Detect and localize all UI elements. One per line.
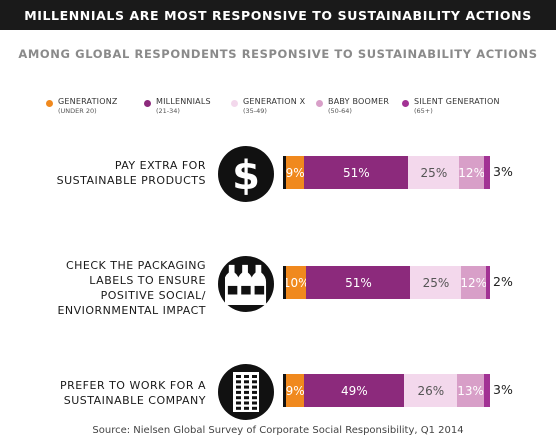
- bottles-icon: [218, 256, 274, 312]
- bar-edge: [283, 266, 286, 299]
- bar-segment-generation-z: 9%: [286, 374, 305, 407]
- stacked-bar: 10% 51% 25% 12%: [283, 266, 490, 299]
- data-label-silent-generation: 2%: [493, 274, 513, 289]
- data-label: 25%: [420, 165, 448, 180]
- data-label: 12%: [459, 165, 484, 180]
- svg-text:$: $: [232, 153, 260, 196]
- legend-swatch: [231, 100, 238, 107]
- data-label: 13%: [457, 383, 484, 398]
- bar-segment-baby-boomer: 12%: [461, 266, 486, 299]
- category-label: PREFER TO WORK FOR A SUSTAINABLE COMPANY: [59, 379, 206, 407]
- chart-row: CHECK THE PACKAGING LABELS TO ENSURE POS…: [0, 0, 556, 317]
- data-label: 26%: [417, 383, 445, 398]
- building-icon: [218, 364, 274, 420]
- bar-segment-generation-x: 25%: [410, 266, 462, 299]
- data-label: 12%: [461, 275, 486, 290]
- legend-label: GENERATION X: [243, 97, 306, 106]
- dollar-icon: $: [218, 146, 274, 202]
- bar-segment-silent-generation: [483, 374, 490, 407]
- data-label-silent-generation: 3%: [493, 164, 513, 179]
- data-label: 25%: [422, 275, 450, 290]
- legend-age-range: (UNDER 20): [58, 107, 97, 115]
- chart-row: PREFER TO WORK FOR A SUSTAINABLE COMPANY…: [0, 0, 556, 420]
- bar-segment-millennials: 49%: [304, 374, 405, 407]
- bar-segment-silent-generation: [483, 156, 490, 189]
- chart-title: MILLENNIALS ARE MOST RESPONSIVE TO SUSTA…: [24, 7, 532, 23]
- stacked-bar: 9% 49% 26% 13%: [283, 374, 490, 407]
- data-label: 9%: [286, 383, 305, 398]
- bar-segment-baby-boomer: 13%: [457, 374, 484, 407]
- legend-swatch: [316, 100, 323, 107]
- legend-age-range: (50-64): [328, 107, 352, 115]
- bar-segment-generation-z: 9%: [286, 156, 305, 189]
- bar-segment-baby-boomer: 12%: [459, 156, 484, 189]
- bar-segment-silent-generation: [485, 266, 490, 299]
- category-label: PAY EXTRA FOR SUSTAINABLE PRODUCTS: [56, 159, 206, 187]
- bar-segment-generation-x: 26%: [404, 374, 458, 407]
- data-label: 51%: [343, 165, 370, 180]
- legend-swatch: [144, 100, 151, 107]
- legend-swatch: [46, 100, 53, 107]
- bar-segment-millennials: 51%: [304, 156, 409, 189]
- chart-title-bar: MILLENNIALS ARE MOST RESPONSIVE TO SUSTA…: [0, 0, 556, 30]
- legend-label: MILLENNIALS: [156, 97, 211, 106]
- legend-swatch: [402, 100, 409, 107]
- category-label: CHECK THE PACKAGING LABELS TO ENSURE POS…: [57, 259, 206, 317]
- bar-edge: [283, 156, 286, 189]
- bar-segment-generation-z: 10%: [286, 266, 307, 299]
- legend: GENERATIONZ (UNDER 20) MILLENNIALS (21-34) G…: [46, 97, 546, 121]
- legend-age-range: (21-34): [156, 107, 180, 115]
- legend-age-range: (35-49): [243, 107, 267, 115]
- data-label: 51%: [345, 275, 372, 290]
- data-label: 49%: [341, 383, 368, 398]
- bar-segment-generation-x: 25%: [408, 156, 460, 189]
- chart-subtitle: AMONG GLOBAL RESPONDENTS RESPONSIVE TO S…: [18, 47, 538, 61]
- source-note: Source: Nielsen Global Survey of Corpora…: [92, 425, 464, 436]
- chart-row: PAY EXTRA FOR SUSTAINABLE PRODUCTS $9% 51%…: [0, 0, 556, 202]
- bar-segment-millennials: 51%: [306, 266, 411, 299]
- legend-label: GENERATIONZ: [58, 97, 118, 106]
- stacked-bar: 9% 51% 25% 12%: [283, 156, 490, 189]
- legend-label: SILENT GENERATION: [414, 97, 500, 106]
- bar-edge: [283, 374, 286, 407]
- data-label: 9%: [286, 165, 305, 180]
- data-label-silent-generation: 3%: [493, 382, 513, 397]
- legend-age-range: (65+): [414, 107, 433, 115]
- legend-label: BABY BOOMER: [328, 97, 390, 106]
- data-label: 10%: [286, 275, 306, 290]
